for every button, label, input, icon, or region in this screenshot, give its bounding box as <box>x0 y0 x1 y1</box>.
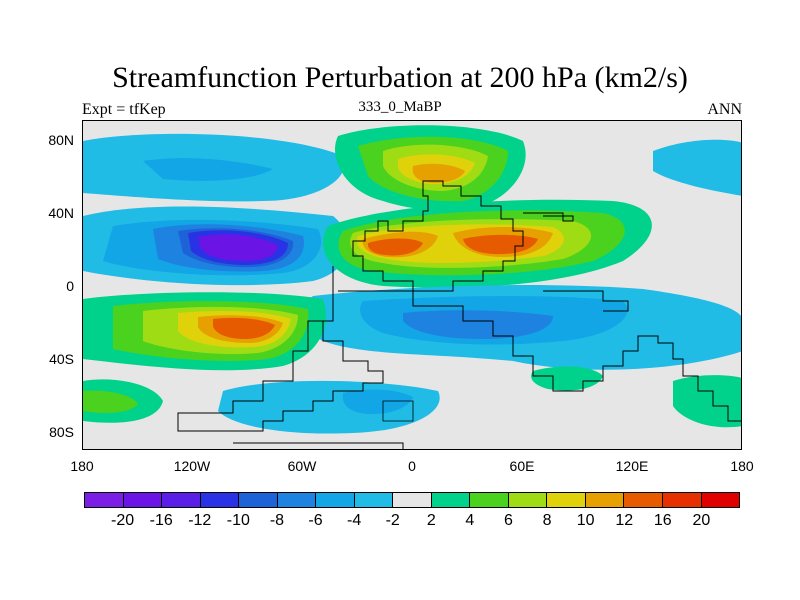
contour-high-north <box>335 125 526 211</box>
colorbar-swatch <box>239 493 278 507</box>
map-plot-area <box>82 120 742 450</box>
colorbar-label: 4 <box>465 512 475 529</box>
continent-outlines <box>177 180 741 449</box>
colorbar-label: -8 <box>269 512 285 529</box>
colorbar-label: 20 <box>692 512 711 529</box>
y-tick-0: 0 <box>66 278 74 294</box>
colorbar-label: -2 <box>385 512 400 529</box>
x-tick-180e: 180 <box>730 458 754 474</box>
x-tick-120w: 120W <box>173 458 211 474</box>
case-label: 333_0_MaBP <box>358 99 442 115</box>
colorbar-label: 6 <box>504 512 513 529</box>
colorbar-swatch <box>162 493 201 507</box>
colorbar <box>84 492 740 508</box>
colorbar-swatch <box>354 493 394 507</box>
x-tick-120e: 120E <box>615 458 649 474</box>
colorbar-swatch <box>508 493 548 507</box>
y-tick-40s: 40S <box>49 351 74 367</box>
experiment-label: Expt = tfKep <box>82 101 166 118</box>
x-tick-60e: 60E <box>509 458 535 474</box>
season-label: ANN <box>707 101 742 118</box>
colorbar-swatch <box>316 493 355 507</box>
contour-north-east <box>653 139 741 196</box>
contour-low-west <box>83 206 349 286</box>
colorbar-swatch <box>277 493 317 507</box>
colorbar-label: -20 <box>111 512 135 529</box>
colorbar-label: 8 <box>542 512 552 529</box>
x-tick-180w: 180 <box>70 458 94 474</box>
contour-low-south-pole <box>218 380 440 434</box>
y-tick-80n: 80N <box>48 132 74 148</box>
contour-southeast-green <box>673 375 741 428</box>
colorbar-label: 10 <box>576 512 595 529</box>
contour-north-west <box>83 133 345 202</box>
x-tick-60w: 60W <box>287 458 317 474</box>
colorbar-label: -4 <box>346 512 362 529</box>
colorbar-swatch <box>393 493 432 507</box>
y-tick-40n: 40N <box>48 205 74 221</box>
colorbar-swatch <box>470 493 509 507</box>
colorbar-swatch <box>431 493 471 507</box>
colorbar-label: -16 <box>149 512 173 529</box>
colorbar-label: 16 <box>653 512 672 529</box>
y-tick-80s: 80S <box>49 424 74 440</box>
contour-high-tropics <box>323 199 652 288</box>
map-canvas <box>83 121 741 449</box>
colorbar-label: 12 <box>615 512 634 529</box>
colorbar-swatch <box>85 493 124 507</box>
colorbar-swatch <box>701 493 740 507</box>
colorbar-label: 2 <box>426 512 436 529</box>
colorbar-swatch <box>662 493 702 507</box>
colorbar-swatch <box>200 493 240 507</box>
colorbar-swatch <box>123 493 163 507</box>
map-title: Streamfunction Perturbation at 200 hPa (… <box>112 61 688 94</box>
colorbar-label: -12 <box>188 512 212 529</box>
x-tick-0: 0 <box>408 458 416 474</box>
colorbar-label: -10 <box>226 512 250 529</box>
contour-high-south-west <box>83 292 327 371</box>
colorbar-label: -6 <box>308 512 323 529</box>
contour-south-indian <box>531 366 603 391</box>
contour-southwest-inner <box>83 390 138 413</box>
colorbar-swatch <box>547 493 586 507</box>
colorbar-swatch <box>624 493 663 507</box>
colorbar-swatch <box>585 493 625 507</box>
